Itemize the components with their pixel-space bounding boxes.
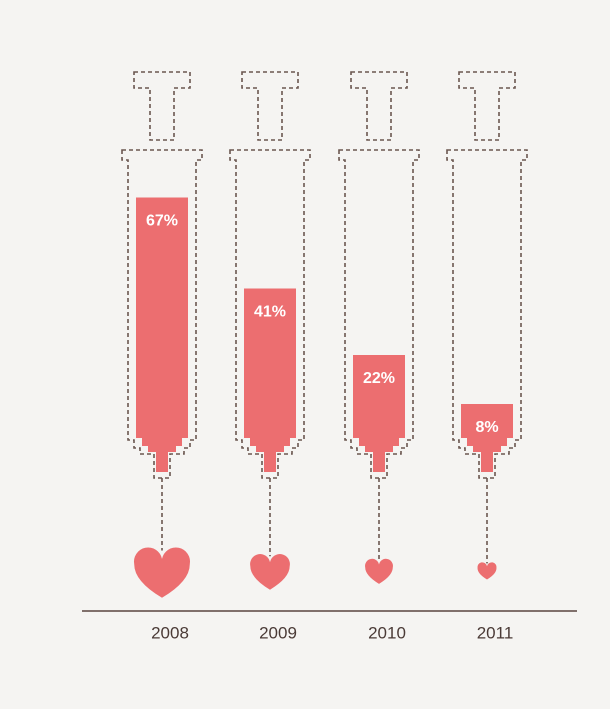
x-tick-label: 2008 bbox=[151, 623, 189, 642]
bar bbox=[244, 288, 296, 472]
x-tick-label: 2011 bbox=[477, 623, 514, 642]
syringe-barrel bbox=[446, 149, 528, 479]
value-label: 67% bbox=[146, 213, 178, 230]
syringe-barrel bbox=[338, 149, 420, 479]
heart bbox=[133, 547, 191, 598]
heart bbox=[365, 558, 393, 584]
syringe-barrel bbox=[121, 149, 203, 479]
bar bbox=[461, 404, 513, 472]
syringe-barrel bbox=[229, 149, 311, 479]
value-label: 8% bbox=[475, 419, 498, 436]
value-label: 41% bbox=[254, 304, 286, 321]
syringe-plunger bbox=[458, 71, 516, 141]
syringe-plunger bbox=[241, 71, 299, 141]
heart bbox=[250, 554, 290, 590]
x-tick-label: 2010 bbox=[368, 623, 406, 642]
bar bbox=[136, 197, 188, 472]
syringe-plunger bbox=[133, 71, 191, 141]
x-tick-label: 2009 bbox=[259, 623, 297, 642]
bar bbox=[353, 355, 405, 472]
value-label: 22% bbox=[363, 370, 395, 387]
syringe-plunger bbox=[350, 71, 408, 141]
heart bbox=[477, 562, 497, 580]
